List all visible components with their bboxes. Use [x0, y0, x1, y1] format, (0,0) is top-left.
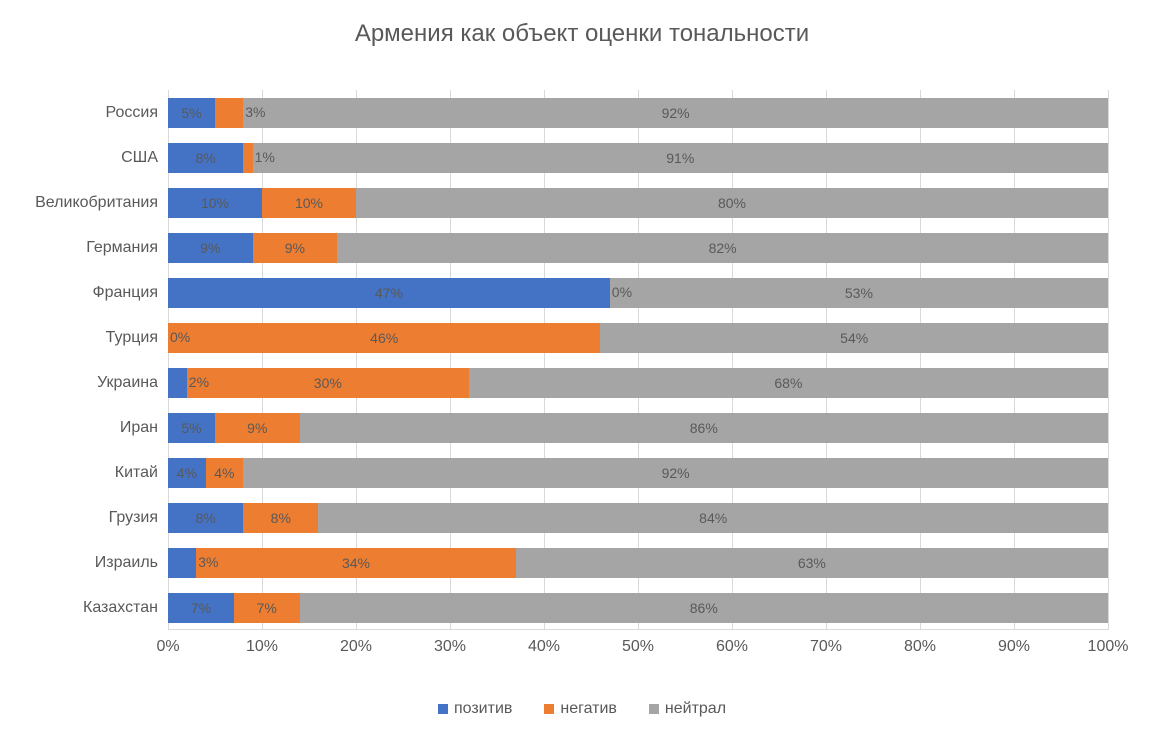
x-tick-label: 40% [528, 638, 560, 656]
bar-row: 8% 91% [168, 143, 1108, 173]
y-axis-label: Грузия [109, 509, 158, 527]
bar-segment-label-outside: 1% [255, 149, 275, 165]
bar-segment-neu: 92% [243, 98, 1108, 128]
y-axis-label: Германия [86, 239, 158, 257]
bar-segment-neu: 82% [337, 233, 1108, 263]
y-axis-label: Китай [115, 464, 158, 482]
bar-segment-neg [243, 143, 252, 173]
bar-segment-neu: 91% [253, 143, 1108, 173]
bar-segment-neg: 4% [206, 458, 244, 488]
bar-row: 8%8%84% [168, 503, 1108, 533]
bar-segment-neu: 53% [610, 278, 1108, 308]
y-axis-label: Турция [106, 329, 158, 347]
y-axis-label: Великобритания [35, 194, 158, 212]
bar-segment-label-outside: 0% [170, 329, 190, 345]
legend-label-neu: нейтрал [665, 700, 726, 718]
bar-segment-neg: 9% [215, 413, 300, 443]
y-axis-label: Израиль [95, 554, 158, 572]
bar-segment-label-outside: 2% [189, 374, 209, 390]
bar-segment-neu: 92% [243, 458, 1108, 488]
legend-label-pos: позитив [454, 700, 512, 718]
x-tick-label: 20% [340, 638, 372, 656]
bar-segment-neu: 86% [300, 413, 1108, 443]
chart-title: Армения как объект оценки тональности [0, 20, 1164, 48]
legend-swatch-neg [544, 704, 554, 714]
bar-row: 46%54% [168, 323, 1108, 353]
gridline [1108, 90, 1109, 630]
y-axis-label: США [121, 149, 158, 167]
bar-row: 47%53% [168, 278, 1108, 308]
bar-segment-neg: 9% [253, 233, 338, 263]
bar-row: 30%68% [168, 368, 1108, 398]
bar-segment-pos: 8% [168, 143, 243, 173]
bar-row: 5% 92% [168, 98, 1108, 128]
bar-segment-neu: 84% [318, 503, 1108, 533]
bar-segment-pos: 5% [168, 98, 215, 128]
sentiment-chart: Армения как объект оценки тональности 5%… [0, 0, 1164, 738]
bar-segment-pos: 7% [168, 593, 234, 623]
bar-segment-pos [168, 368, 187, 398]
plot-area: 5%92%8%91%10%10%80%9%9%82%47%53%46%54%30… [168, 90, 1108, 630]
bar-segment-neg: 8% [243, 503, 318, 533]
bar-row: 10%10%80% [168, 188, 1108, 218]
bar-row: 4%4%92% [168, 458, 1108, 488]
bar-segment-pos: 10% [168, 188, 262, 218]
legend-label-neg: негатив [560, 700, 617, 718]
x-tick-label: 100% [1088, 638, 1129, 656]
bar-segment-neg [215, 98, 243, 128]
legend-item-pos: позитив [438, 700, 512, 718]
legend-item-neu: нейтрал [649, 700, 726, 718]
bar-segment-pos: 47% [168, 278, 610, 308]
x-tick-label: 50% [622, 638, 654, 656]
bar-row: 7%7%86% [168, 593, 1108, 623]
bar-row: 5%9%86% [168, 413, 1108, 443]
y-axis-label: Иран [120, 419, 158, 437]
legend-item-neg: негатив [544, 700, 617, 718]
bar-segment-pos [168, 548, 196, 578]
x-tick-label: 0% [156, 638, 179, 656]
x-tick-label: 60% [716, 638, 748, 656]
bar-segment-neu: 80% [356, 188, 1108, 218]
x-tick-label: 10% [246, 638, 278, 656]
bar-segment-neg: 10% [262, 188, 356, 218]
bar-segment-neg: 30% [187, 368, 469, 398]
bar-segment-pos: 4% [168, 458, 206, 488]
bar-segment-neg: 7% [234, 593, 300, 623]
bar-segment-pos: 5% [168, 413, 215, 443]
bar-segment-neu: 86% [300, 593, 1108, 623]
y-axis-label: Казахстан [83, 599, 158, 617]
bar-row: 34%63% [168, 548, 1108, 578]
bar-segment-label-outside: 3% [198, 554, 218, 570]
bar-segment-label-outside: 0% [612, 284, 632, 300]
x-tick-label: 90% [998, 638, 1030, 656]
legend-swatch-neu [649, 704, 659, 714]
bar-segment-label-outside: 3% [245, 104, 265, 120]
y-axis-label: Украина [97, 374, 158, 392]
bar-segment-neu: 63% [516, 548, 1108, 578]
bar-row: 9%9%82% [168, 233, 1108, 263]
bar-segment-neg: 46% [168, 323, 600, 353]
bar-segment-neu: 54% [600, 323, 1108, 353]
bar-segment-pos: 9% [168, 233, 253, 263]
x-tick-label: 70% [810, 638, 842, 656]
x-tick-label: 30% [434, 638, 466, 656]
y-axis-label: Франция [92, 284, 158, 302]
x-tick-label: 80% [904, 638, 936, 656]
bar-segment-neu: 68% [469, 368, 1108, 398]
legend-swatch-pos [438, 704, 448, 714]
y-axis-label: Россия [106, 104, 158, 122]
chart-legend: позитив негатив нейтрал [0, 700, 1164, 718]
bar-segment-neg: 34% [196, 548, 516, 578]
bar-segment-pos: 8% [168, 503, 243, 533]
